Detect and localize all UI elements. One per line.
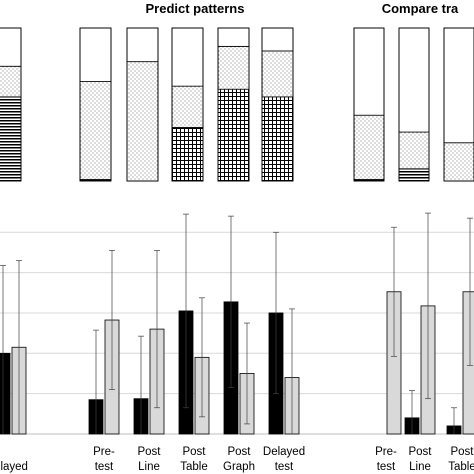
category-label: elayed bbox=[0, 461, 28, 473]
category-label: Post bbox=[227, 446, 251, 458]
category-label: Post bbox=[137, 446, 161, 458]
stack-segment-grid bbox=[217, 88, 250, 182]
stack-segment-white bbox=[126, 27, 159, 63]
stacked-bar-outline bbox=[353, 27, 385, 182]
category-label: Table bbox=[180, 461, 208, 473]
stack-segment-grid bbox=[171, 127, 204, 182]
stack-segment-white bbox=[79, 27, 112, 82]
category-label: Post bbox=[408, 446, 432, 458]
stack-segment-horizontal-lines bbox=[398, 168, 430, 182]
category-label: Table bbox=[448, 461, 474, 473]
category-label: Line bbox=[409, 461, 431, 473]
category-label: Delayed bbox=[263, 446, 305, 458]
stack-segment-white bbox=[0, 27, 22, 67]
stack-segment-grid bbox=[261, 96, 294, 182]
stacked-bar-outline bbox=[171, 27, 204, 182]
stack-segment-dots bbox=[0, 65, 22, 98]
stack-segment-dots bbox=[261, 50, 294, 98]
stacked-bar-outline bbox=[0, 27, 22, 182]
category-label: Post bbox=[182, 446, 206, 458]
category-label: Post bbox=[450, 446, 474, 458]
category-label: test bbox=[95, 461, 114, 473]
stacked-bar-outline bbox=[217, 27, 250, 182]
stacked-bar-outline bbox=[126, 27, 159, 182]
stack-segment-white bbox=[217, 27, 250, 47]
stack-segment-white bbox=[353, 27, 385, 116]
stack-segment-dots bbox=[126, 61, 159, 182]
category-label: Pre- bbox=[93, 446, 115, 458]
stack-segment-dots bbox=[398, 131, 430, 170]
stack-segment-dots bbox=[171, 85, 204, 128]
category-label: Pre- bbox=[375, 446, 397, 458]
stacked-bar-outline bbox=[398, 27, 430, 182]
stack-segment-white bbox=[171, 27, 204, 87]
bar-series-1 bbox=[462, 291, 474, 435]
stack-segment-dots bbox=[79, 81, 112, 180]
stacked-bar-outline bbox=[79, 27, 112, 182]
stack-segment-dots bbox=[443, 142, 474, 182]
stacked-bar-outline bbox=[443, 27, 474, 182]
stack-segment-horizontal-lines bbox=[0, 96, 22, 182]
stack-segment-dots bbox=[217, 45, 250, 90]
stack-segment-white bbox=[443, 27, 474, 144]
panel-title-compare: Compare tra bbox=[382, 1, 459, 16]
category-label: Graph bbox=[223, 461, 255, 473]
stack-segment-dots bbox=[353, 114, 385, 180]
stacked-bar-outline bbox=[261, 27, 294, 182]
category-label: test bbox=[275, 461, 294, 473]
category-label: Line bbox=[138, 461, 160, 473]
category-label: test bbox=[377, 461, 396, 473]
stack-segment-white bbox=[261, 27, 294, 52]
panel-title-predict: Predict patterns bbox=[146, 1, 245, 16]
bar-series-0 bbox=[0, 352, 11, 435]
stack-segment-white bbox=[398, 27, 430, 133]
